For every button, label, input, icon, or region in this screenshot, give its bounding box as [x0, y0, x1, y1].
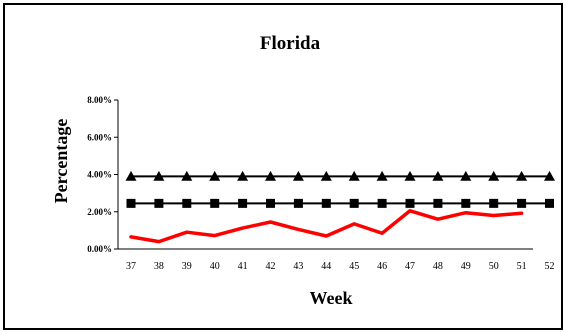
x-tick-label: 47: [405, 261, 415, 272]
series-square-line: [126, 198, 554, 208]
square-marker: [405, 198, 415, 208]
square-marker: [377, 198, 387, 208]
x-tick-label: 46: [377, 261, 387, 272]
square-marker: [154, 198, 164, 208]
triangle-marker: [181, 170, 193, 181]
x-tick-label: 42: [266, 261, 276, 272]
x-tick-label: 52: [545, 261, 555, 272]
x-tick-label: 51: [517, 261, 527, 272]
triangle-marker: [209, 170, 221, 181]
triangle-marker: [404, 170, 416, 181]
series-triangle-line: [125, 170, 555, 181]
square-marker: [266, 198, 275, 208]
y-tick-label: 2.00%: [87, 207, 112, 217]
x-tick-label: 49: [461, 261, 471, 272]
x-tick-label: 45: [349, 261, 359, 272]
square-marker: [489, 198, 499, 208]
x-tick-label: 38: [154, 261, 164, 272]
tick-labels: 0.00% 2.00% 4.00% 6.00% 8.00% 37 38 39 40 41 42 43 4…: [87, 95, 554, 272]
square-marker: [238, 198, 248, 208]
square-marker: [433, 198, 443, 208]
triangle-marker: [516, 170, 528, 181]
series-red-line: [129, 209, 524, 244]
triangle-marker: [544, 170, 555, 181]
triangle-marker: [348, 170, 360, 181]
y-tick-label: 8.00%: [87, 95, 112, 105]
triangle-marker: [265, 170, 276, 181]
triangle-marker: [125, 170, 137, 181]
x-tick-label: 48: [433, 261, 443, 272]
axes: [114, 99, 533, 250]
series-line: [129, 209, 524, 244]
y-axis-title: Percentage: [51, 119, 71, 204]
square-marker: [210, 198, 220, 208]
triangle-marker: [376, 170, 388, 181]
x-tick-label: 50: [489, 261, 499, 272]
triangle-marker: [292, 170, 304, 181]
square-marker: [321, 198, 331, 208]
x-tick-label: 37: [126, 261, 136, 272]
square-marker: [461, 198, 471, 208]
triangle-marker: [320, 170, 332, 181]
chart-frame: Florida Percentage Week 0.00% 2.00% 4.00% 6…: [3, 3, 563, 330]
x-axis-title: Week: [310, 288, 353, 308]
triangle-marker: [460, 170, 472, 181]
triangle-marker: [237, 170, 249, 181]
x-tick-label: 44: [321, 261, 331, 272]
chart-title: Florida: [260, 33, 321, 54]
x-tick-label: 40: [210, 261, 220, 272]
y-tick-label: 6.00%: [87, 132, 112, 142]
x-tick-label: 39: [182, 261, 192, 272]
series-group: [125, 170, 555, 244]
x-tick-label: 41: [238, 261, 248, 272]
triangle-marker: [153, 170, 165, 181]
triangle-marker: [432, 170, 444, 181]
line-chart: Florida Percentage Week 0.00% 2.00% 4.00% 6…: [51, 33, 555, 308]
square-marker: [126, 198, 136, 208]
y-tick-label: 0.00%: [87, 244, 112, 254]
square-marker: [182, 198, 192, 208]
x-tick-label: 43: [293, 261, 303, 272]
triangle-marker: [488, 170, 500, 181]
y-tick-label: 4.00%: [87, 170, 112, 180]
square-marker: [293, 198, 303, 208]
square-marker: [545, 198, 554, 208]
square-marker: [349, 198, 359, 208]
square-marker: [517, 198, 527, 208]
